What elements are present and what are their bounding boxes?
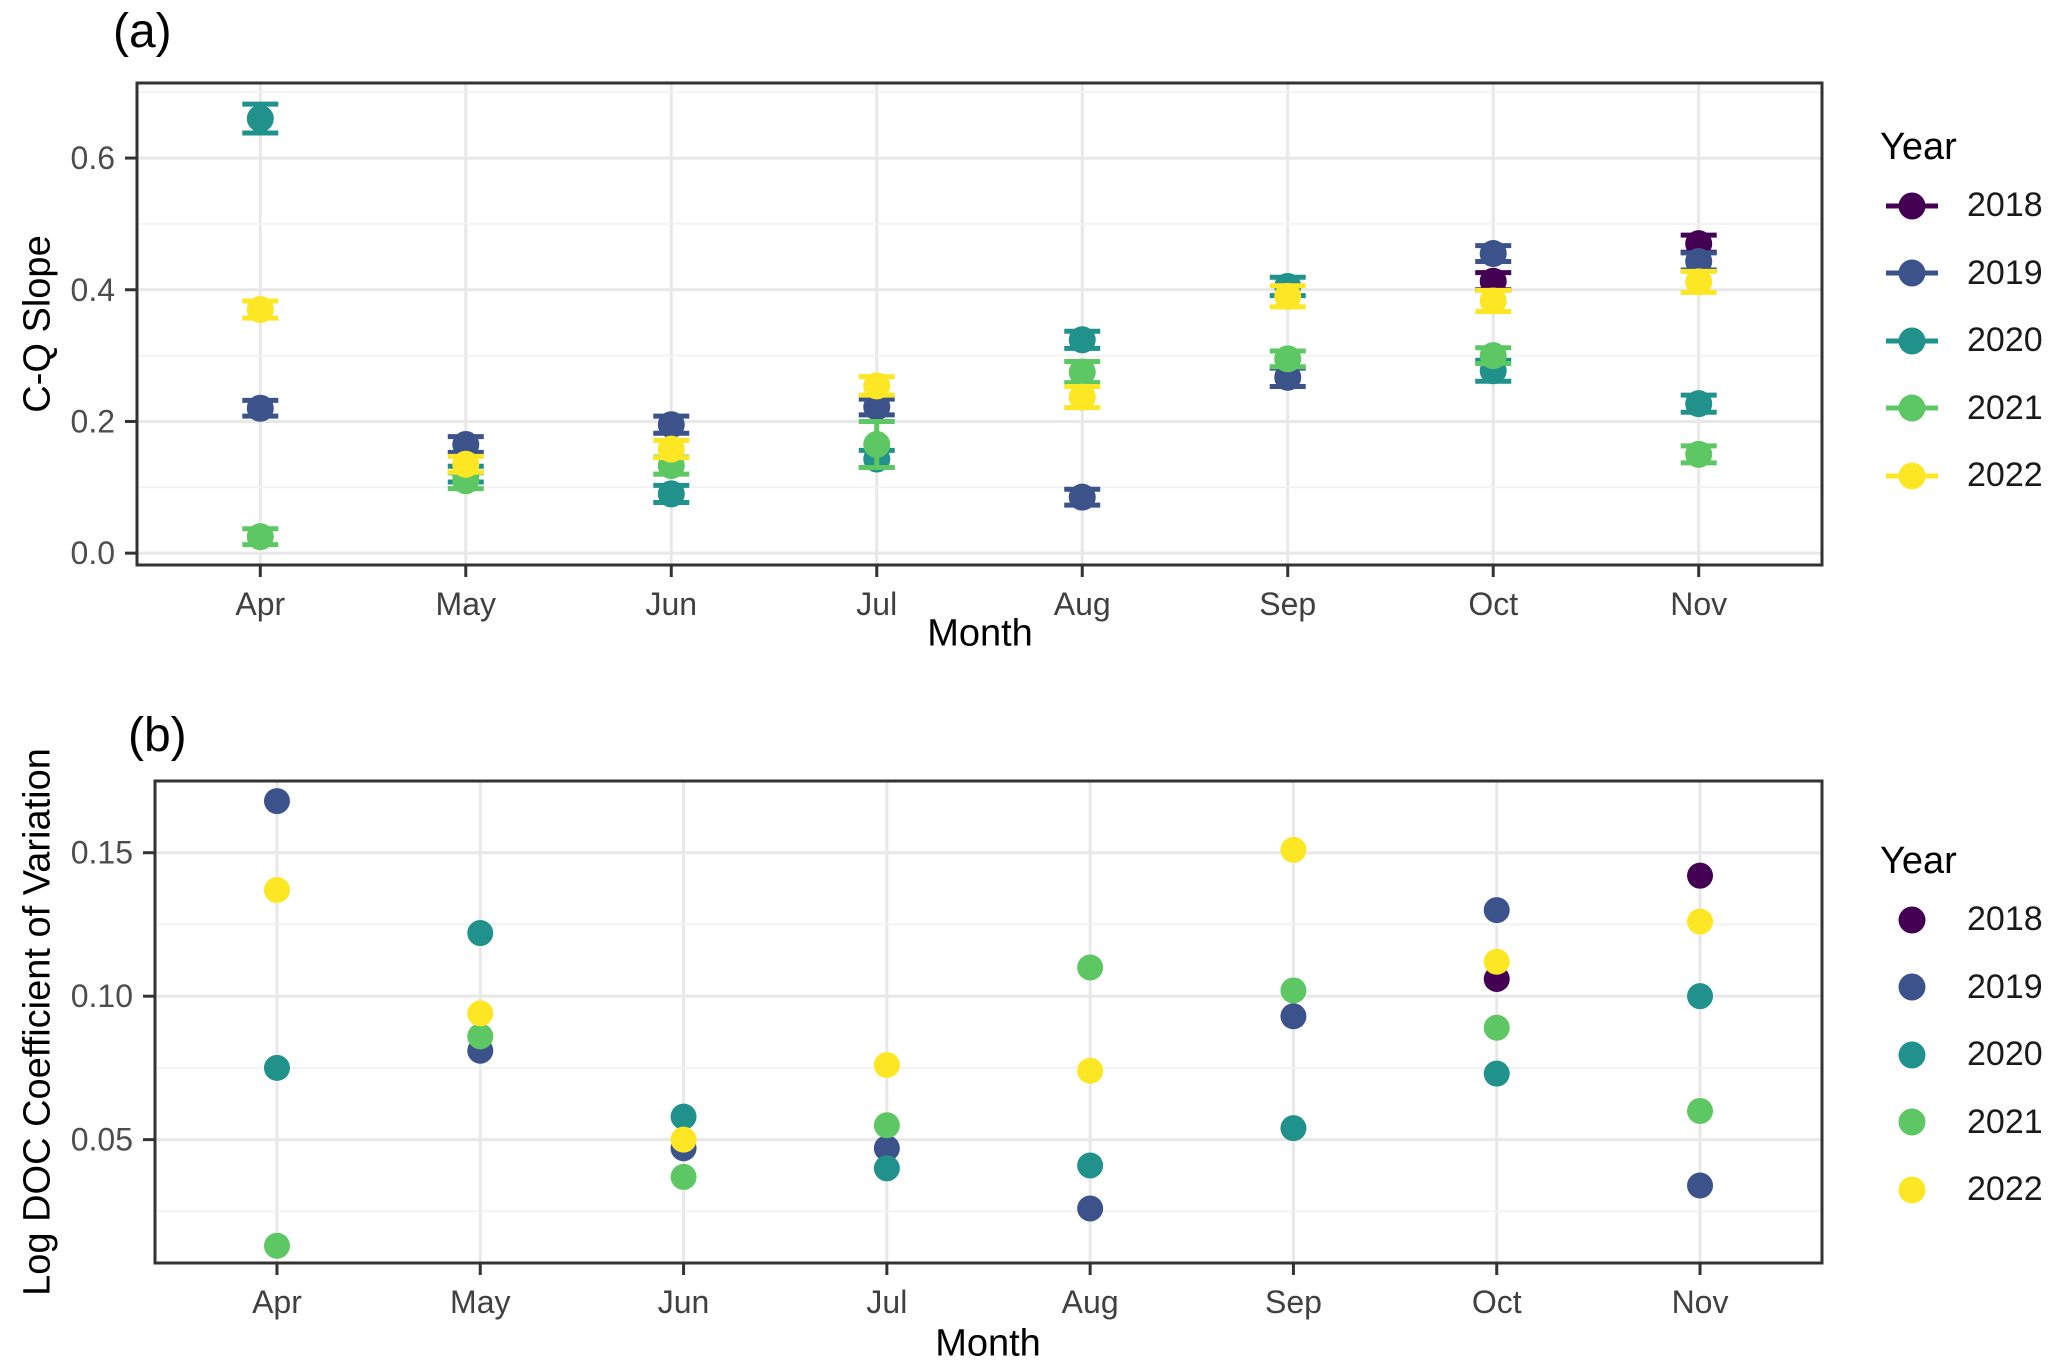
legend-item-2021: 2021 — [1880, 1089, 2067, 1157]
svg-text:Nov: Nov — [1672, 1284, 1729, 1320]
legend-item-label: 2018 — [1967, 900, 2043, 939]
svg-text:0.6: 0.6 — [71, 140, 115, 176]
legend-item-label: 2020 — [1967, 1035, 2043, 1074]
svg-text:Sep: Sep — [1259, 586, 1316, 622]
legend-item-label: 2022 — [1967, 1170, 2043, 1209]
legend-key-icon — [1886, 394, 1938, 422]
legend-item-2018: 2018 — [1880, 886, 2067, 954]
legend-item-label: 2019 — [1967, 967, 2043, 1006]
svg-text:Jul: Jul — [866, 1284, 907, 1320]
svg-text:0.0: 0.0 — [71, 535, 115, 571]
svg-text:Oct: Oct — [1468, 586, 1518, 622]
svg-text:Apr: Apr — [252, 1284, 302, 1320]
legend-item-2022: 2022 — [1880, 1156, 2067, 1224]
panel-b-legend: Year 2018 2019 2020 2021 2022 — [1880, 836, 2067, 1224]
legend-item-label: 2021 — [1967, 388, 2043, 427]
legend-key-icon — [1886, 327, 1938, 355]
legend-item-2021: 2021 — [1880, 375, 2067, 443]
legend-title: Year — [1880, 126, 1957, 168]
panel-a-y-axis-title: C-Q Slope — [16, 235, 59, 413]
legend-item-label: 2020 — [1967, 321, 2043, 360]
legend-item-2020: 2020 — [1880, 307, 2067, 375]
legend-key-icon — [1898, 906, 1926, 934]
svg-text:May: May — [436, 586, 496, 622]
svg-text:0.05: 0.05 — [71, 1122, 133, 1158]
legend-item-2019: 2019 — [1880, 954, 2067, 1022]
legend-item-label: 2022 — [1967, 456, 2043, 495]
legend-item-2020: 2020 — [1880, 1021, 2067, 1089]
legend-item-label: 2018 — [1967, 186, 2043, 225]
legend-items: 2018 2019 2020 2021 2022 — [1880, 886, 2067, 1224]
panel-a-x-axis-title: Month — [927, 612, 1033, 655]
legend-items: 2018 2019 2020 2021 2022 — [1880, 172, 2067, 510]
svg-text:0.15: 0.15 — [71, 835, 133, 871]
svg-text:0.4: 0.4 — [71, 272, 115, 308]
legend-key-icon — [1898, 1041, 1926, 1069]
legend-title: Year — [1880, 840, 1957, 882]
panel-b-y-axis-title: Log DOC Coefficient of Variation — [16, 748, 59, 1296]
legend-key-icon — [1898, 973, 1926, 1001]
panel-a-tag: (a) — [113, 5, 172, 58]
legend-key-icon — [1898, 1108, 1926, 1136]
svg-text:Aug: Aug — [1062, 1284, 1119, 1320]
svg-text:Nov: Nov — [1670, 586, 1727, 622]
svg-text:May: May — [450, 1284, 510, 1320]
legend-key-icon — [1886, 259, 1938, 287]
svg-text:Aug: Aug — [1054, 586, 1111, 622]
svg-text:0.10: 0.10 — [71, 978, 133, 1014]
svg-text:0.2: 0.2 — [71, 403, 115, 439]
legend-key-icon — [1886, 462, 1938, 490]
svg-text:Apr: Apr — [235, 586, 285, 622]
panel-a-legend: Year 2018 2019 2020 2021 2022 — [1880, 122, 2067, 510]
svg-text:Jul: Jul — [856, 586, 897, 622]
legend-item-2022: 2022 — [1880, 442, 2067, 510]
legend-item-2019: 2019 — [1880, 240, 2067, 308]
panel-b-x-axis-title: Month — [935, 1322, 1041, 1365]
legend-key-icon — [1886, 192, 1938, 220]
panel-b-tag: (b) — [128, 709, 187, 762]
legend-item-label: 2019 — [1967, 253, 2043, 292]
legend-key-icon — [1898, 1176, 1926, 1204]
svg-text:Jun: Jun — [645, 586, 697, 622]
legend-item-label: 2021 — [1967, 1102, 2043, 1141]
svg-text:Jun: Jun — [658, 1284, 710, 1320]
legend-item-2018: 2018 — [1880, 172, 2067, 240]
svg-text:Sep: Sep — [1265, 1284, 1322, 1320]
svg-text:Oct: Oct — [1472, 1284, 1522, 1320]
